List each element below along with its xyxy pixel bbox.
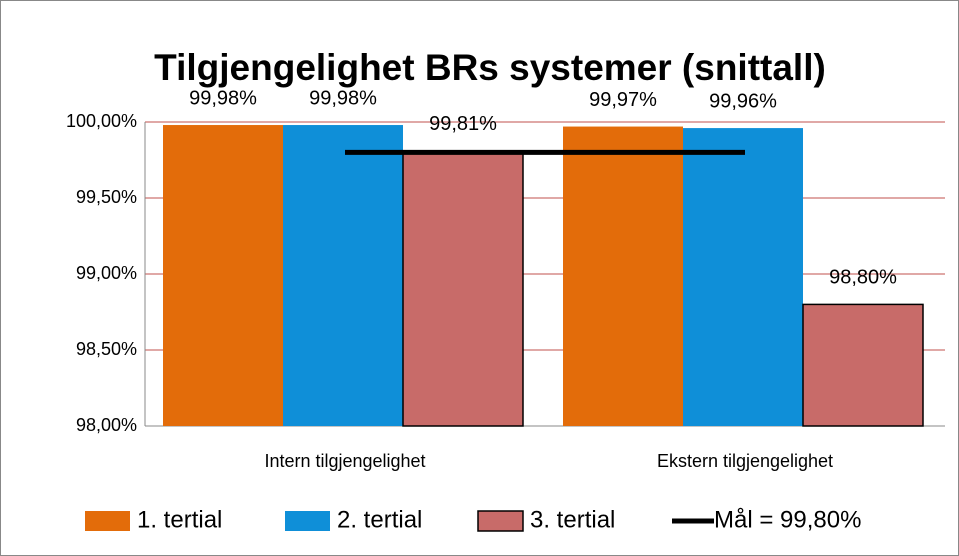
x-tick-label: Intern tilgjengelighet — [264, 451, 425, 471]
legend-label: 2. tertial — [337, 506, 422, 533]
y-tick-label: 99,00% — [76, 263, 137, 283]
legend-label: Mål = 99,80% — [714, 506, 861, 533]
legend-swatch — [477, 510, 524, 532]
y-tick-label: 98,00% — [76, 415, 137, 435]
bar — [563, 126, 683, 426]
x-tick-label: Ekstern tilgjengelighet — [657, 451, 833, 471]
chart-title: Tilgjengelighet BRs systemer (snittall) — [154, 47, 826, 88]
legend-label: 3. tertial — [530, 506, 615, 533]
y-tick-label: 99,50% — [76, 187, 137, 207]
bar — [402, 150, 524, 427]
bar — [283, 125, 403, 426]
value-label: 99,96% — [709, 90, 777, 112]
bar — [683, 128, 803, 426]
value-label: 99,97% — [589, 89, 657, 111]
bar — [163, 125, 283, 426]
value-label: 98,80% — [829, 267, 897, 289]
value-label: 99,98% — [189, 87, 257, 109]
legend-swatch — [85, 511, 130, 531]
legend-swatch — [285, 511, 330, 531]
y-tick-label: 98,50% — [76, 339, 137, 359]
value-label: 99,98% — [309, 87, 377, 109]
value-label: 99,81% — [429, 113, 497, 135]
bar — [802, 303, 924, 427]
y-tick-label: 100,00% — [66, 111, 137, 131]
legend-label: 1. tertial — [137, 506, 222, 533]
